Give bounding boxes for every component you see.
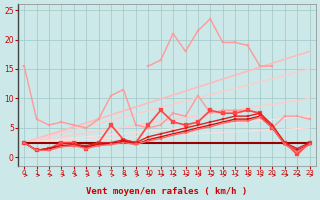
X-axis label: Vent moyen/en rafales ( km/h ): Vent moyen/en rafales ( km/h ) — [86, 187, 248, 196]
